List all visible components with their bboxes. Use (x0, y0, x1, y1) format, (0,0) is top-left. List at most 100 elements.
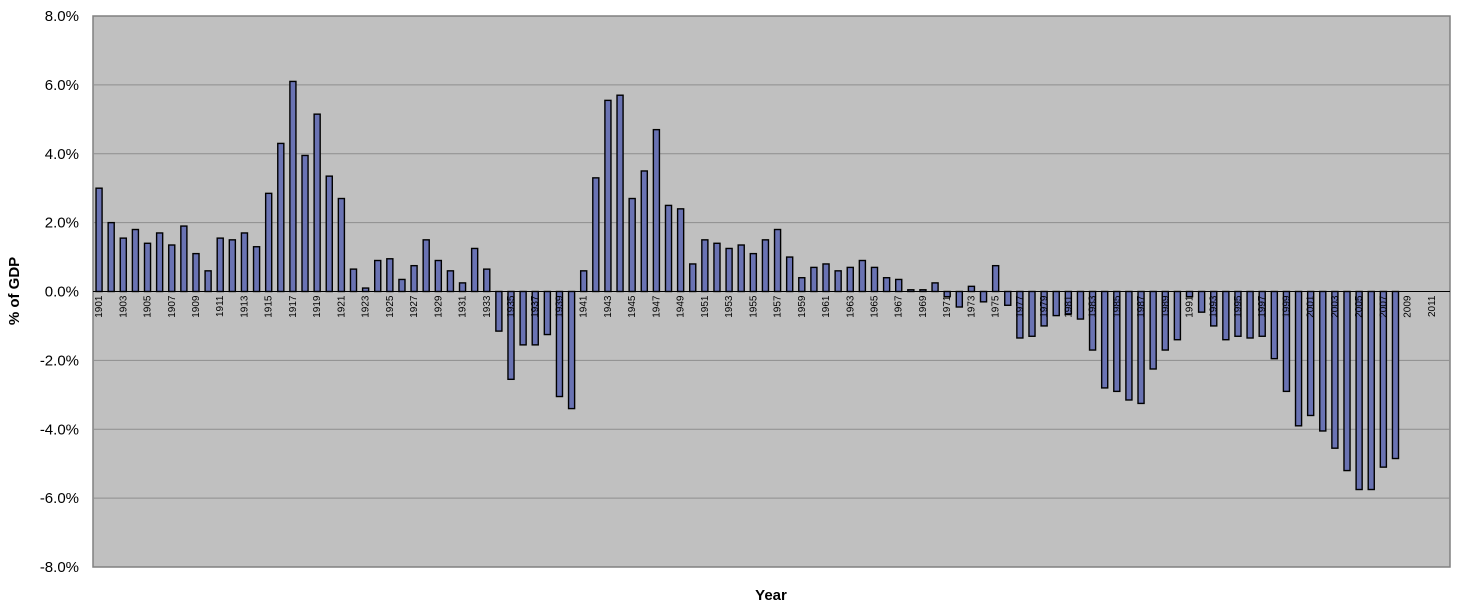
bar-1938 (543, 290, 552, 336)
bar-1945 (628, 197, 636, 293)
bar-2005 (1355, 290, 1363, 491)
x-tick-label: 1907 (167, 295, 178, 318)
x-tick-label: 1913 (239, 295, 250, 318)
bar-1962 (834, 270, 842, 293)
bar-1990 (1173, 290, 1182, 341)
bar-1941 (579, 270, 588, 293)
bar-1927 (410, 264, 418, 293)
x-tick-label: 2009 (1403, 295, 1414, 318)
x-tick-label: 1985 (1112, 295, 1123, 318)
bar-1954 (737, 244, 745, 293)
bar-1904 (131, 228, 140, 293)
bar-1924 (373, 259, 382, 293)
x-tick-label: 1973 (966, 295, 977, 318)
bar-1994 (1222, 290, 1230, 341)
x-tick-label: 2011 (1427, 295, 1438, 317)
x-tick-label: 1965 (869, 295, 880, 318)
bar-1915 (264, 192, 273, 293)
x-tick-label: 1949 (676, 295, 687, 318)
bar-1988 (1149, 290, 1157, 370)
x-tick-label: 1927 (409, 295, 420, 318)
x-tick-label: 1929 (433, 295, 444, 318)
y-tick-label: 4.0% (45, 146, 79, 163)
y-axis-ticks: -8.0% -6.0% -4.0% -2.0% 0.0% 2.0% 4.0% 6.0% 8.0% (40, 8, 79, 576)
x-tick-label: 1955 (748, 295, 759, 318)
bar-1917 (289, 80, 297, 293)
bar-1963 (846, 266, 854, 293)
x-tick-label: 1959 (797, 295, 808, 318)
bar-1973 (967, 285, 976, 293)
bar-1944 (616, 94, 624, 293)
x-tick-label: 1961 (821, 295, 832, 318)
bar-1947 (652, 128, 661, 293)
x-tick-label: 1901 (94, 295, 105, 318)
y-tick-label: 2.0% (45, 215, 79, 232)
x-tick-label: 1941 (579, 295, 590, 318)
x-tick-label: 1999 (1281, 295, 1292, 318)
bar-1906 (155, 232, 164, 293)
bar-1925 (386, 258, 394, 293)
x-tick-label: 1903 (118, 295, 129, 318)
bar-1913 (240, 232, 249, 293)
bar-1908 (180, 225, 188, 293)
x-tick-label: 1989 (1160, 295, 1171, 318)
x-tick-label: 1995 (1233, 295, 1244, 318)
bar-1970 (931, 282, 939, 293)
y-tick-label: 0.0% (45, 284, 79, 301)
bar-1953 (725, 247, 733, 293)
bar-2004 (1343, 290, 1351, 472)
x-axis-title: Year (755, 587, 787, 604)
x-tick-label: 1945 (627, 295, 638, 318)
x-tick-label: 1993 (1209, 295, 1220, 318)
bar-2008 (1391, 290, 1400, 460)
bar-1920 (325, 175, 333, 293)
bar-1903 (119, 237, 128, 293)
bar-1958 (785, 256, 794, 293)
x-tick-label: 2007 (1378, 295, 1389, 318)
x-tick-label: 1931 (458, 295, 469, 318)
bar-1956 (761, 239, 770, 293)
x-tick-label: 1947 (651, 295, 662, 318)
x-tick-label: 2001 (1306, 295, 1317, 318)
bar-1960 (810, 266, 818, 293)
bar-1955 (749, 252, 758, 293)
x-tick-label: 1979 (1039, 295, 1050, 318)
bar-1926 (398, 278, 406, 293)
bar-1964 (858, 259, 867, 293)
bar-1901 (95, 187, 103, 293)
bar-1957 (773, 228, 782, 293)
bar-1950 (689, 263, 697, 293)
bar-1911 (216, 237, 224, 293)
x-tick-label: 1911 (215, 295, 226, 317)
bar-1961 (822, 263, 830, 293)
bar-1919 (313, 113, 321, 293)
y-tick-label: -6.0% (40, 490, 79, 507)
x-tick-label: 1977 (1015, 295, 1026, 318)
bar-1974 (979, 290, 988, 303)
y-tick-label: -8.0% (40, 559, 79, 576)
x-tick-label: 1957 (773, 295, 784, 318)
y-tick-label: 8.0% (45, 8, 79, 25)
bar-1912 (228, 239, 237, 293)
bar-1905 (143, 242, 152, 293)
x-tick-label: 1983 (1088, 295, 1099, 318)
x-tick-label: 1943 (603, 295, 614, 318)
bar-1952 (713, 242, 721, 293)
bar-1942 (592, 177, 600, 293)
x-tick-label: 1915 (264, 295, 275, 318)
x-tick-label: 1951 (700, 295, 711, 318)
bar-1930 (446, 270, 455, 293)
bar-1980 (1052, 290, 1060, 317)
y-tick-label: 6.0% (45, 77, 79, 94)
bar-1932 (470, 247, 479, 293)
bar-1934 (495, 290, 503, 332)
x-tick-label: 1909 (191, 295, 202, 318)
x-tick-label: 2003 (1330, 295, 1341, 318)
x-axis-ticks: 1901 1903 1905 1907 1909 1911 1913 1915 1917 1919… (94, 295, 1438, 318)
bar-1914 (252, 246, 261, 293)
bar-1946 (640, 170, 649, 293)
x-tick-label: 1963 (845, 295, 856, 318)
x-tick-label: 1937 (530, 295, 541, 318)
x-tick-label: 1997 (1257, 295, 1268, 318)
